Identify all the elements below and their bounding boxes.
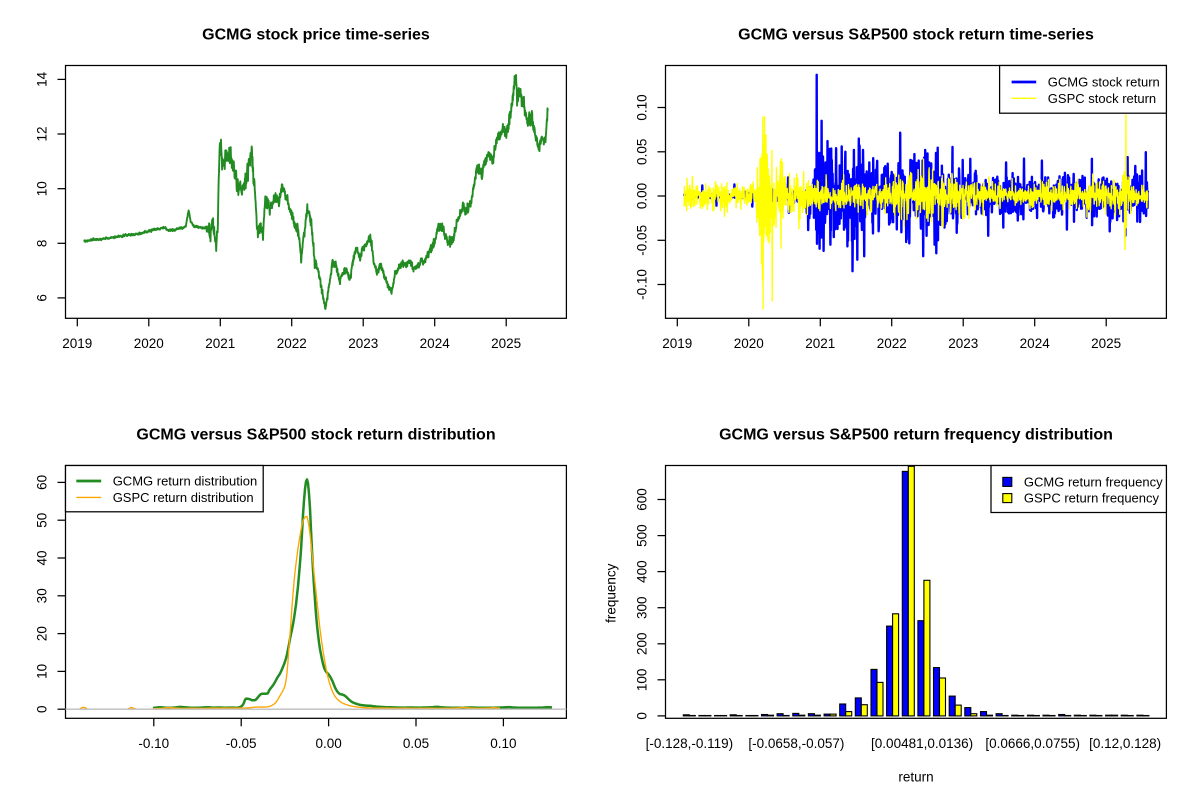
svg-text:frequency: frequency bbox=[604, 563, 619, 623]
svg-text:12: 12 bbox=[34, 126, 49, 141]
svg-text:GSPC return distribution: GSPC return distribution bbox=[113, 490, 254, 505]
svg-text:2024: 2024 bbox=[420, 336, 451, 351]
svg-text:-0.10: -0.10 bbox=[138, 736, 169, 751]
svg-text:GCMG versus S&P500 stock retur: GCMG versus S&P500 stock return distribu… bbox=[136, 427, 495, 444]
svg-text:GCMG stock return: GCMG stock return bbox=[1048, 75, 1160, 90]
svg-text:10: 10 bbox=[34, 664, 49, 679]
svg-text:GSPC return frequency: GSPC return frequency bbox=[1024, 491, 1160, 506]
svg-text:2021: 2021 bbox=[205, 336, 235, 351]
svg-text:0: 0 bbox=[34, 705, 49, 713]
svg-text:2024: 2024 bbox=[1020, 336, 1051, 351]
svg-text:20: 20 bbox=[34, 626, 49, 641]
svg-text:[0.00481,0.0136): [0.00481,0.0136) bbox=[871, 736, 973, 751]
svg-text:2019: 2019 bbox=[662, 336, 692, 351]
svg-text:14: 14 bbox=[34, 71, 49, 87]
svg-text:2019: 2019 bbox=[62, 336, 92, 351]
svg-text:GCMG return frequency: GCMG return frequency bbox=[1024, 474, 1163, 489]
svg-text:500: 500 bbox=[634, 524, 649, 547]
svg-text:0: 0 bbox=[634, 712, 649, 720]
svg-text:100: 100 bbox=[634, 669, 649, 692]
svg-text:300: 300 bbox=[634, 596, 649, 619]
svg-text:400: 400 bbox=[634, 560, 649, 583]
svg-text:[-0.0658,-0.057): [-0.0658,-0.057) bbox=[748, 736, 844, 751]
svg-text:-0.05: -0.05 bbox=[226, 736, 257, 751]
svg-text:2023: 2023 bbox=[948, 336, 978, 351]
svg-text:8: 8 bbox=[34, 240, 49, 248]
svg-text:50: 50 bbox=[34, 513, 49, 528]
svg-text:[-0.128,-0.119): [-0.128,-0.119) bbox=[646, 736, 734, 751]
svg-text:return: return bbox=[898, 770, 933, 785]
svg-text:-0.10: -0.10 bbox=[634, 269, 649, 300]
svg-text:200: 200 bbox=[634, 633, 649, 656]
svg-text:2021: 2021 bbox=[805, 336, 835, 351]
svg-text:6: 6 bbox=[34, 294, 49, 302]
svg-text:GCMG return distribution: GCMG return distribution bbox=[113, 474, 258, 489]
svg-text:[0.0666,0.0755): [0.0666,0.0755) bbox=[985, 736, 1080, 751]
svg-text:2023: 2023 bbox=[348, 336, 378, 351]
svg-text:-0.05: -0.05 bbox=[634, 225, 649, 256]
svg-text:0.05: 0.05 bbox=[403, 736, 429, 751]
svg-text:GCMG stock price time-series: GCMG stock price time-series bbox=[202, 27, 430, 44]
svg-text:600: 600 bbox=[634, 488, 649, 511]
svg-text:0.00: 0.00 bbox=[634, 183, 649, 209]
svg-text:0.00: 0.00 bbox=[315, 736, 341, 751]
svg-text:2020: 2020 bbox=[734, 336, 764, 351]
svg-text:GCMG versus S&P500 stock retur: GCMG versus S&P500 stock return time-ser… bbox=[738, 27, 1094, 44]
svg-text:2025: 2025 bbox=[491, 336, 521, 351]
svg-text:10: 10 bbox=[34, 181, 49, 196]
svg-text:[0.12,0.128): [0.12,0.128) bbox=[1089, 736, 1161, 751]
svg-text:60: 60 bbox=[34, 475, 49, 490]
svg-text:2020: 2020 bbox=[134, 336, 164, 351]
svg-text:2022: 2022 bbox=[277, 336, 307, 351]
svg-text:2022: 2022 bbox=[877, 336, 907, 351]
svg-text:GCMG versus S&P500 return freq: GCMG versus S&P500 return frequency dist… bbox=[719, 427, 1113, 444]
svg-text:GSPC stock return: GSPC stock return bbox=[1048, 91, 1156, 106]
svg-text:40: 40 bbox=[34, 550, 49, 565]
svg-text:0.05: 0.05 bbox=[634, 139, 649, 165]
svg-text:0.10: 0.10 bbox=[634, 94, 649, 120]
svg-text:2025: 2025 bbox=[1091, 336, 1121, 351]
svg-text:30: 30 bbox=[34, 588, 49, 603]
svg-text:0.10: 0.10 bbox=[490, 736, 516, 751]
